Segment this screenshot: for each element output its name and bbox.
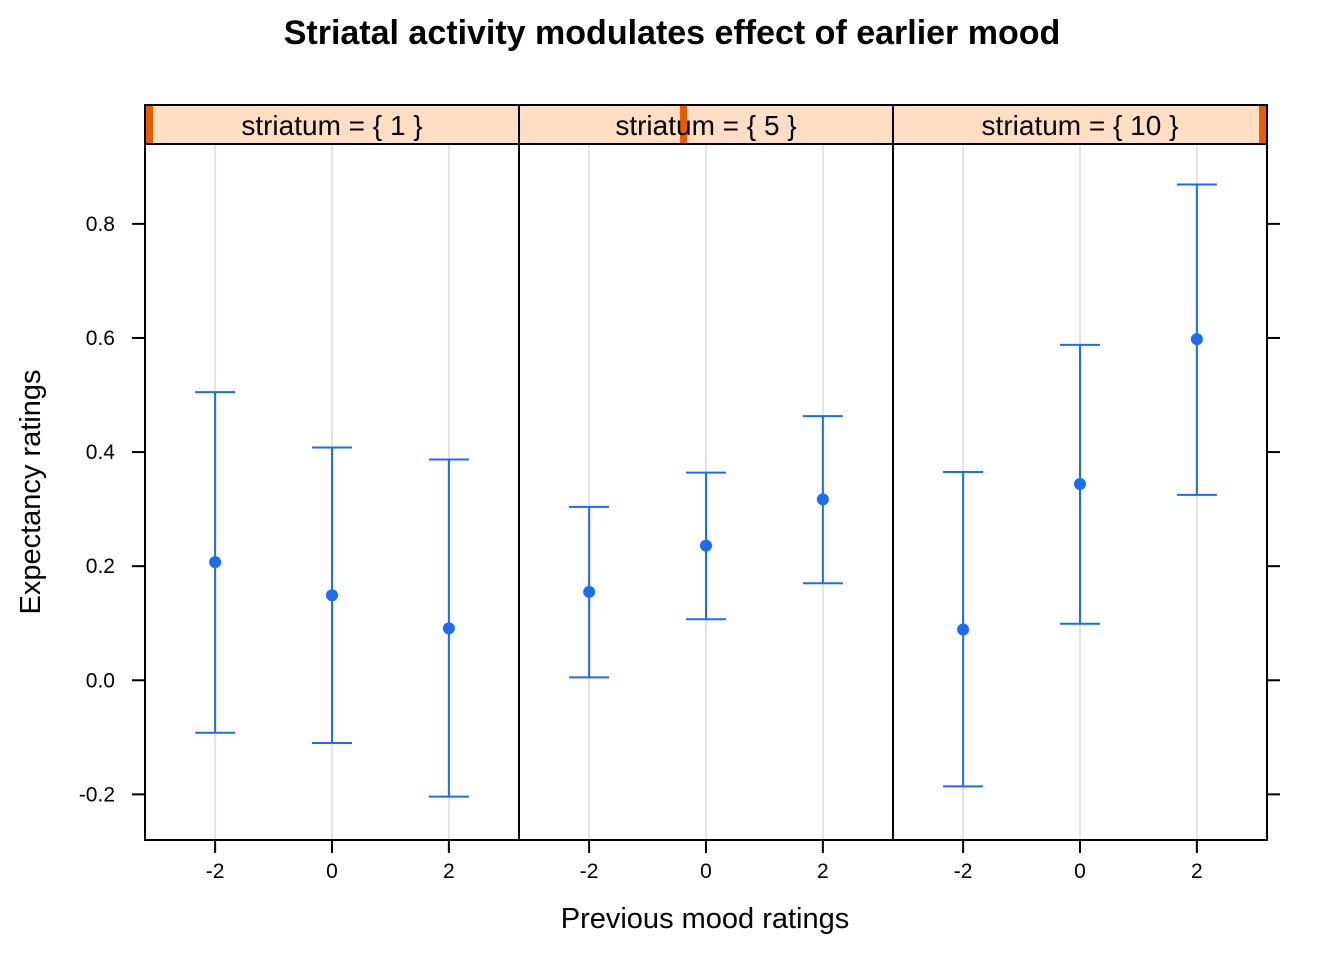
x-tick-label: 2 (1191, 860, 1203, 883)
strip-background (145, 105, 519, 144)
data-point (957, 623, 970, 636)
x-tick-label: -2 (954, 860, 973, 883)
x-tick-label: 0 (326, 860, 338, 883)
panel-3: striatum = { 10 } (892, 104, 1268, 841)
data-point (1074, 478, 1086, 491)
y-tick-label: 0.2 (86, 555, 115, 578)
y-tick-label: 0.8 (86, 213, 115, 236)
strip-label: striatum = { 5 } (615, 110, 796, 141)
x-tick-label: 2 (817, 860, 829, 883)
data-point (1190, 333, 1203, 346)
data-point (816, 493, 829, 506)
data-point (583, 585, 596, 598)
strip-background (519, 105, 893, 144)
axes-layer: -2 0 2 -2 0 2 -2 0 2 -0.2 0.0 0.2 0.4 0.6 0.8 (79, 213, 1280, 883)
y-axis-label: Expectancy ratings (15, 369, 47, 614)
strip-label: striatum = { 10 } (982, 110, 1179, 141)
strip-level-indicator (1259, 106, 1266, 143)
x-tick-label: -2 (206, 860, 225, 883)
strip-label: striatum = { 1 } (241, 110, 422, 141)
strip-background (893, 105, 1267, 144)
x-tick-label: -2 (580, 860, 599, 883)
y-tick-label: 0.6 (86, 327, 115, 350)
strip-level-indicator (146, 106, 153, 143)
data-point (326, 589, 338, 602)
x-axis-label: Previous mood ratings (561, 903, 850, 935)
panels-layer: striatum = { 1 } striatum = { 5 } striatum… (144, 104, 1268, 841)
y-tick-label: 0.4 (86, 441, 116, 464)
x-tick-label: 2 (443, 860, 455, 883)
data-point (442, 622, 455, 635)
x-tick-label: 0 (700, 860, 712, 883)
panel-2: striatum = { 5 } (518, 104, 894, 841)
y-tick-label: 0.0 (86, 669, 115, 692)
panel-1: striatum = { 1 } (144, 104, 520, 841)
strip-level-indicator (680, 106, 688, 143)
chart-title: Striatal activity modulates effect of ea… (284, 14, 1061, 52)
data-point (209, 556, 222, 569)
data-point (700, 539, 712, 552)
x-tick-label: 0 (1074, 860, 1086, 883)
y-tick-label: -0.2 (79, 783, 115, 806)
